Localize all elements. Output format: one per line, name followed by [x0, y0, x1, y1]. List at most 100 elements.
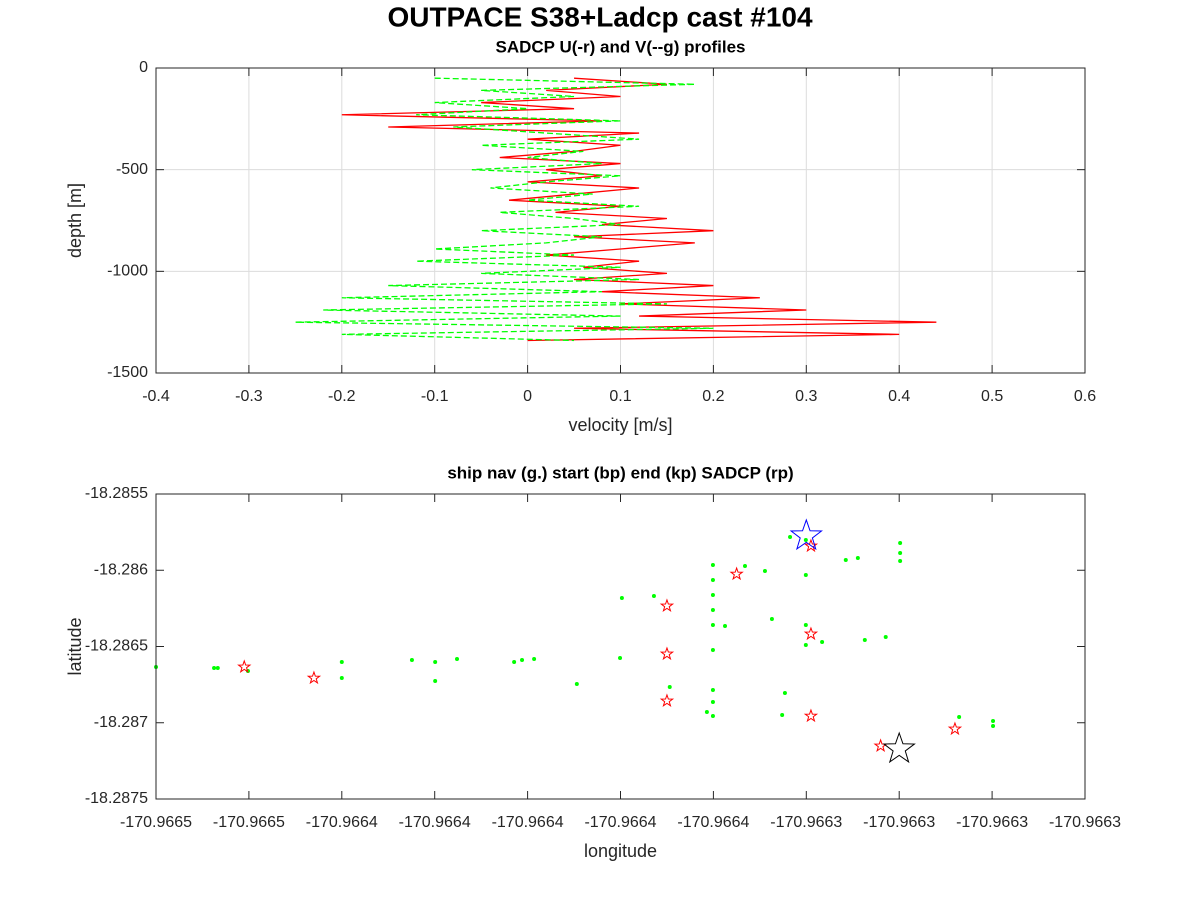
- nav-point: [454, 656, 459, 661]
- plot-area: [156, 494, 1085, 799]
- nav-point: [512, 659, 517, 664]
- nav-point: [710, 593, 715, 598]
- nav-point: [710, 562, 715, 567]
- y-tick-label: -1500: [107, 364, 148, 381]
- figure-title: OUTPACE S38+Ladcp cast #104: [387, 1, 813, 32]
- profile-line: [341, 77, 937, 342]
- nav-point: [762, 568, 767, 573]
- nav-point: [710, 577, 715, 582]
- nav-point: [957, 714, 962, 719]
- star-marker: [659, 693, 675, 708]
- nav-point: [574, 681, 579, 686]
- x-tick-label: 0.1: [609, 388, 631, 405]
- x-tick-label: 0.4: [888, 388, 910, 405]
- nav-point: [215, 665, 220, 670]
- star-marker: [947, 721, 963, 736]
- y-tick-label: -18.2875: [85, 790, 148, 807]
- nav-point: [409, 657, 414, 662]
- x-tick-label: 0.3: [795, 388, 817, 405]
- x-tick-label: -170.9664: [677, 814, 749, 831]
- nav-point: [862, 637, 867, 642]
- y-tick-label: -500: [116, 161, 148, 178]
- nav-point: [782, 690, 787, 695]
- nav-point: [433, 659, 438, 664]
- nav-point: [788, 535, 793, 540]
- nav-point: [212, 665, 217, 670]
- x-tick-label: -170.9663: [956, 814, 1028, 831]
- y-tick-label: -18.2865: [85, 638, 148, 655]
- nav-point: [883, 634, 888, 639]
- x-tick-label: -0.3: [235, 388, 263, 405]
- nav-point: [339, 675, 344, 680]
- y-tick-label: -18.287: [94, 714, 148, 731]
- nav-point: [532, 656, 537, 661]
- nav-point: [898, 551, 903, 556]
- nav-point: [742, 563, 747, 568]
- x-tick-label: 0.6: [1074, 388, 1096, 405]
- x-tick-label: 0.2: [702, 388, 724, 405]
- y-axis-label: depth [m]: [65, 183, 85, 258]
- x-tick-label: -170.9664: [584, 814, 656, 831]
- x-tick-label: 0: [523, 388, 532, 405]
- y-tick-label: -18.286: [94, 561, 148, 578]
- x-tick-label: -0.2: [328, 388, 356, 405]
- nav-point: [898, 558, 903, 563]
- x-tick-label: -170.9663: [863, 814, 935, 831]
- x-tick-label: -170.9664: [306, 814, 378, 831]
- nav-point: [780, 712, 785, 717]
- x-axis-label: velocity [m/s]: [568, 415, 672, 435]
- nav-point: [433, 678, 438, 683]
- y-tick-label: 0: [139, 59, 148, 76]
- star-marker: [882, 731, 916, 764]
- chart-title: SADCP U(-r) and V(--g) profiles: [496, 37, 746, 56]
- nav-point: [710, 622, 715, 627]
- nav-point: [710, 607, 715, 612]
- x-axis-label: longitude: [584, 841, 657, 861]
- star-marker: [789, 518, 823, 551]
- nav-point: [710, 647, 715, 652]
- x-tick-label: -0.4: [142, 388, 170, 405]
- x-tick-label: -170.9665: [120, 814, 192, 831]
- nav-point: [803, 622, 808, 627]
- x-tick-label: -170.9663: [1049, 814, 1121, 831]
- nav-point: [991, 718, 996, 723]
- nav-point: [667, 684, 672, 689]
- y-tick-label: -1000: [107, 263, 148, 280]
- star-marker: [306, 670, 322, 685]
- star-marker: [659, 598, 675, 613]
- x-tick-label: 0.5: [981, 388, 1003, 405]
- x-tick-label: -170.9664: [492, 814, 564, 831]
- nav-point: [619, 595, 624, 600]
- nav-point: [843, 558, 848, 563]
- nav-point: [991, 723, 996, 728]
- nav-point: [803, 537, 808, 542]
- nav-point: [769, 616, 774, 621]
- nav-point: [618, 655, 623, 660]
- nav-point: [820, 639, 825, 644]
- chart-title: ship nav (g.) start (bp) end (kp) SADCP …: [447, 463, 793, 482]
- profile-line: [295, 77, 714, 342]
- nav-point: [898, 540, 903, 545]
- y-axis-label: latitude: [65, 617, 85, 675]
- nav-point: [710, 687, 715, 692]
- nav-point: [803, 642, 808, 647]
- nav-point: [855, 555, 860, 560]
- star-marker: [803, 538, 819, 553]
- nav-point: [339, 659, 344, 664]
- axes-box: [155, 67, 1086, 374]
- x-tick-label: -170.9663: [770, 814, 842, 831]
- y-tick-label: -18.2855: [85, 485, 148, 502]
- star-marker: [659, 646, 675, 661]
- nav-point: [710, 713, 715, 718]
- nav-point: [723, 623, 728, 628]
- star-marker: [237, 659, 252, 674]
- nav-point: [520, 657, 525, 662]
- axes-box: [155, 493, 1086, 800]
- x-tick-label: -170.9665: [213, 814, 285, 831]
- nav-point: [704, 709, 709, 714]
- star-marker: [803, 708, 819, 723]
- nav-point: [651, 593, 656, 598]
- star-marker: [803, 626, 819, 641]
- x-tick-label: -0.1: [421, 388, 449, 405]
